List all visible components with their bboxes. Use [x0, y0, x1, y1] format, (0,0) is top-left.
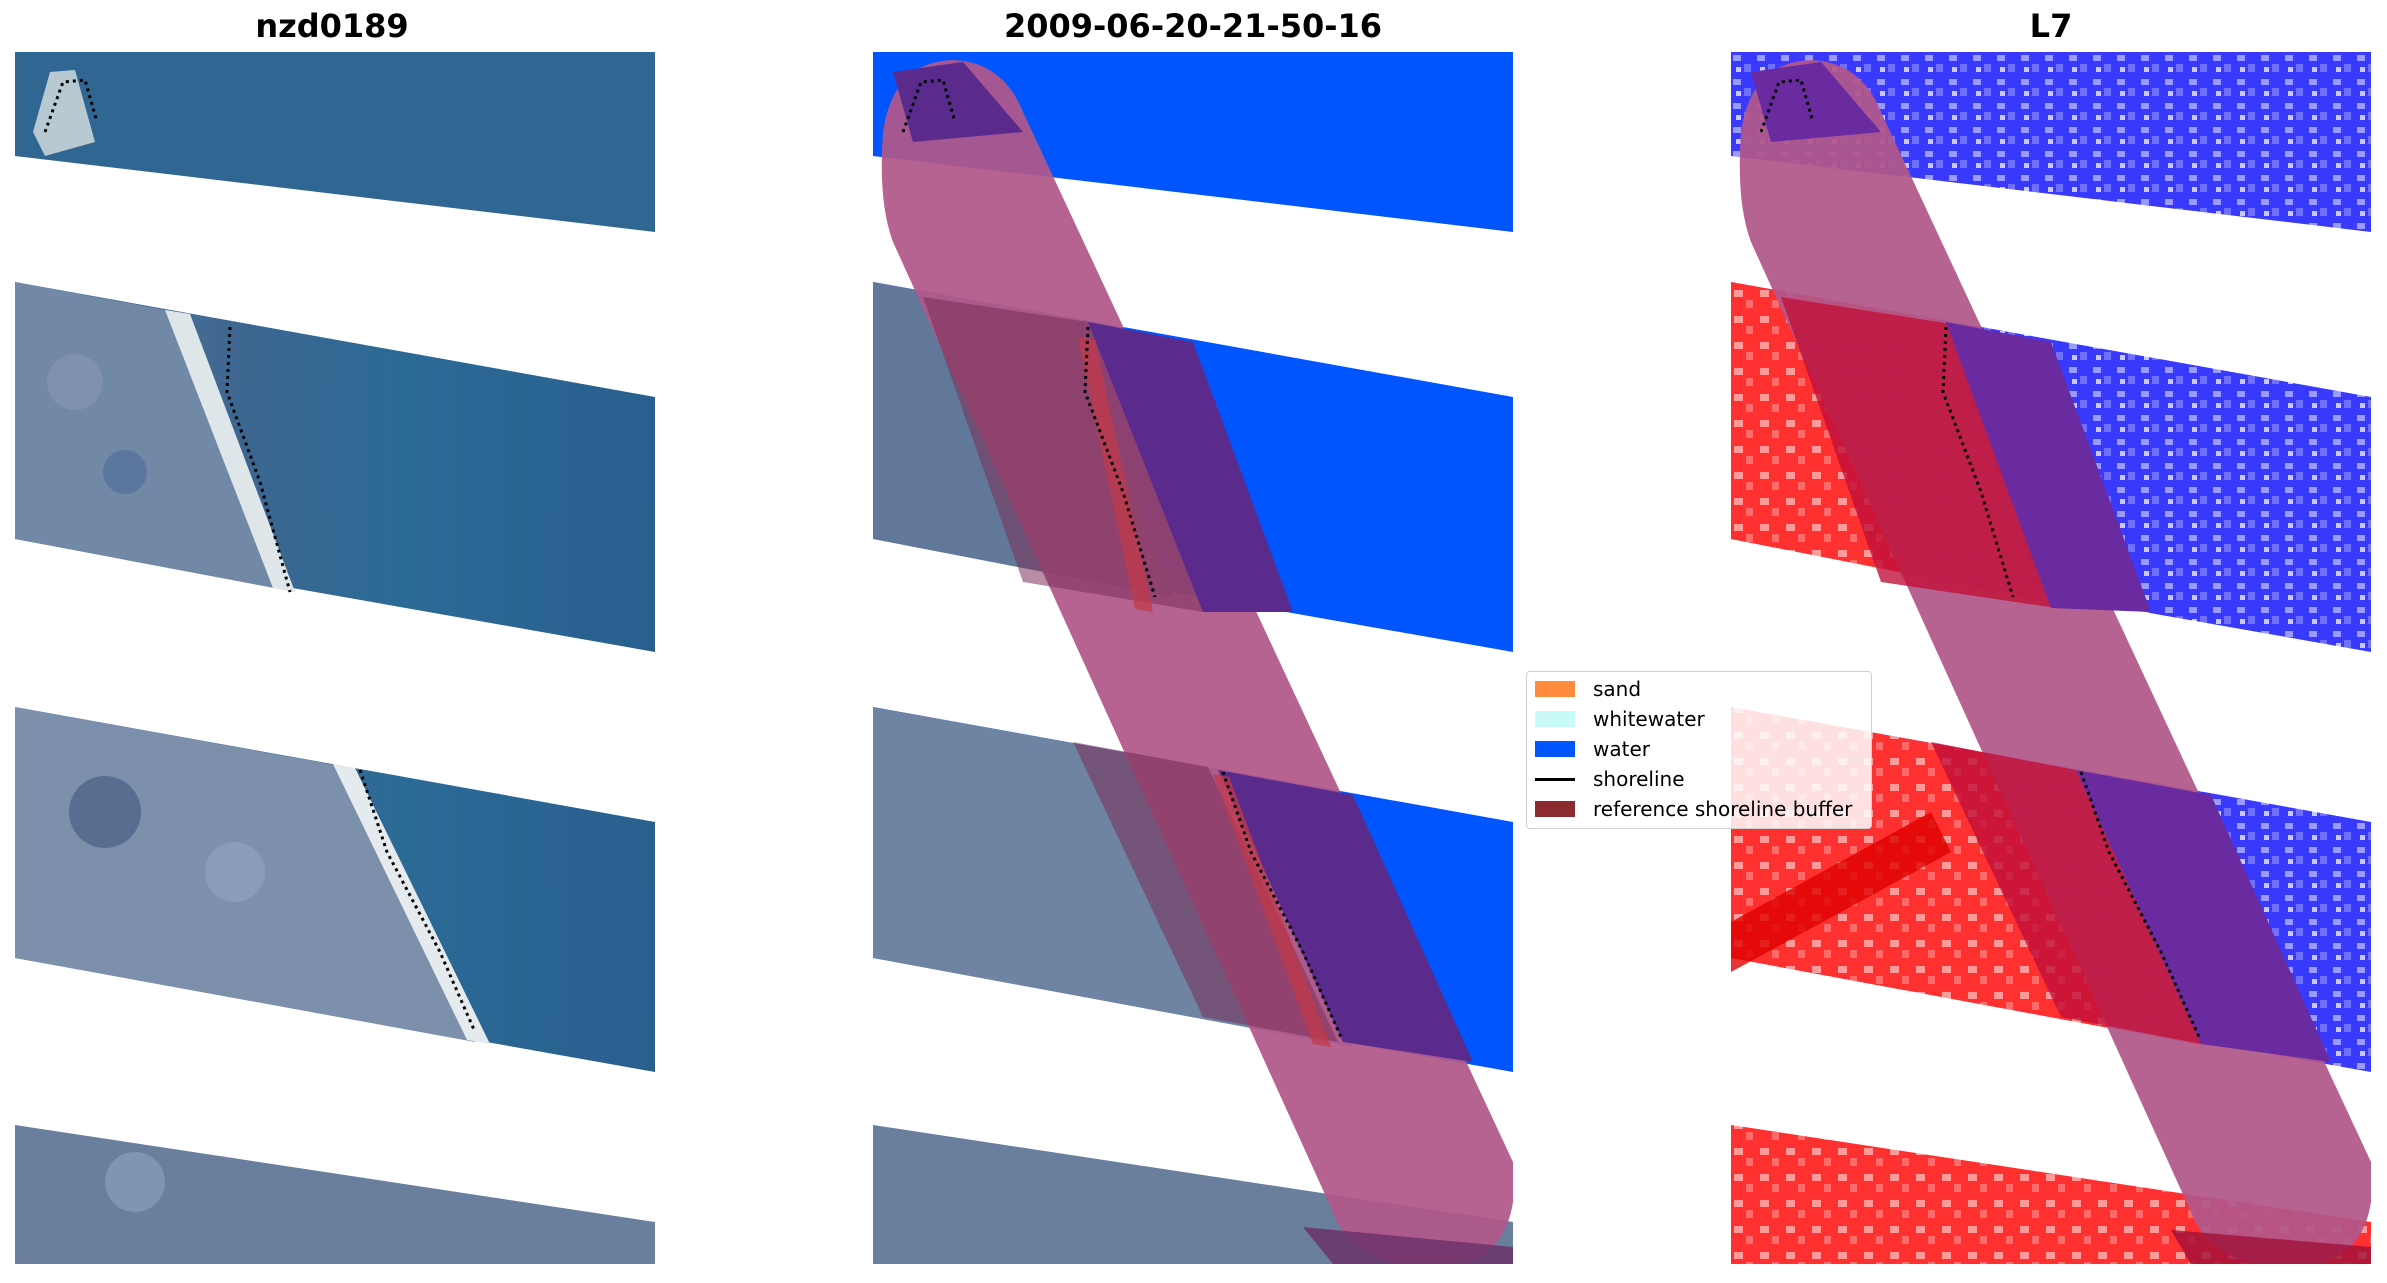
- whitewater-swatch: [1535, 711, 1575, 727]
- shoreline: [358, 769, 477, 1033]
- panel-title-rgb: nzd0189: [255, 7, 409, 45]
- image-strip: [15, 1125, 655, 1264]
- legend-label: shoreline: [1593, 767, 1685, 791]
- legend-label: whitewater: [1593, 707, 1705, 731]
- sand-swatch: [1535, 681, 1575, 697]
- panel-title-classified: 2009-06-20-21-50-16: [1003, 7, 1383, 45]
- index-image-panel: [1731, 52, 2371, 1264]
- legend-item-sand: sand: [1527, 674, 1871, 704]
- water-swatch: [1535, 741, 1575, 757]
- legend-label: water: [1593, 737, 1650, 761]
- classified-image: [873, 52, 1513, 1264]
- shoreline: [1941, 326, 2015, 598]
- legend-label: reference shoreline buffer: [1593, 797, 1853, 821]
- legend-item-shoreline: shoreline: [1527, 764, 1871, 794]
- classified-image-panel: [873, 52, 1513, 1264]
- reference-shoreline-buffer: [881, 60, 1513, 1264]
- image-strip: [873, 52, 1513, 232]
- image-strip: [15, 52, 655, 232]
- index-image: [1731, 52, 2371, 1264]
- reference-shoreline-buffer: [1739, 60, 2371, 1264]
- shoreline: [1083, 326, 1157, 598]
- shoreline-line-swatch: [1535, 778, 1575, 781]
- rgb-image-panel: [15, 52, 655, 1264]
- shoreline: [901, 78, 957, 133]
- shoreline: [225, 326, 292, 593]
- legend-item-reference-shoreline-buffer: reference shoreline buffer: [1527, 794, 1871, 824]
- shoreline: [1221, 771, 1343, 1038]
- legend-item-water: water: [1527, 734, 1871, 764]
- panel-title-index: L7: [2029, 7, 2073, 45]
- shoreline: [2079, 771, 2201, 1038]
- rgb-image: [15, 52, 655, 1264]
- legend-label: sand: [1593, 677, 1642, 701]
- legend-item-whitewater: whitewater: [1527, 704, 1871, 734]
- image-strip: [1731, 52, 2371, 232]
- shoreline: [1759, 78, 1815, 133]
- legend: sand whitewater water shoreline referenc…: [1526, 671, 1872, 829]
- reference-buffer-swatch: [1535, 801, 1575, 817]
- shoreline: [43, 78, 99, 133]
